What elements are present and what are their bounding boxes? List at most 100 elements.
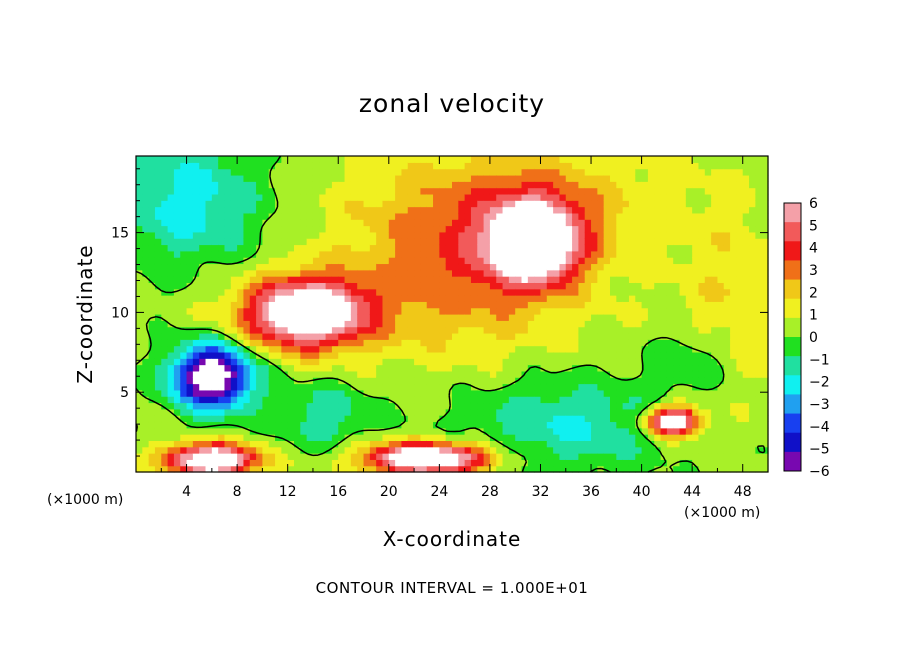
field-cell: [565, 156, 573, 163]
field-cell: [553, 358, 561, 366]
field-cell: [350, 181, 358, 189]
field-cell: [312, 263, 320, 271]
field-cell: [483, 465, 491, 473]
field-cell: [610, 440, 617, 448]
field-cell: [565, 295, 573, 302]
field-cell: [388, 162, 396, 170]
field-cell: [395, 193, 403, 201]
field-cell: [496, 212, 504, 220]
field-cell: [433, 383, 440, 391]
field-cell: [458, 263, 466, 271]
field-cell: [426, 446, 434, 454]
field-cell: [148, 377, 156, 385]
field-cell: [749, 269, 756, 277]
field-cell: [679, 269, 687, 277]
field-cell: [401, 345, 409, 353]
field-cell: [540, 320, 548, 328]
field-cell: [357, 282, 365, 290]
field-cell: [382, 421, 390, 429]
field-cell: [148, 345, 156, 353]
field-cell: [420, 174, 428, 182]
field-cell: [553, 434, 561, 441]
field-cell: [534, 453, 542, 460]
field-cell: [205, 459, 213, 467]
field-cell: [584, 282, 592, 290]
field-cell: [319, 453, 327, 460]
field-cell: [628, 231, 636, 239]
field-cell: [730, 339, 737, 347]
field-cell: [704, 212, 712, 220]
field-cell: [180, 421, 188, 429]
field-cell: [711, 446, 719, 454]
field-cell: [161, 326, 169, 334]
field-cell: [256, 276, 263, 283]
field-cell: [256, 332, 263, 340]
field-cell: [578, 332, 586, 340]
field-cell: [192, 351, 200, 359]
field-cell: [426, 212, 434, 220]
field-cell: [199, 364, 207, 372]
field-cell: [616, 301, 624, 309]
field-cell: [256, 459, 263, 467]
field-cell: [148, 231, 156, 239]
field-cell: [237, 440, 245, 448]
field-cell: [559, 326, 567, 334]
field-cell: [420, 282, 428, 290]
field-cell: [496, 225, 504, 233]
field-cell: [192, 396, 200, 404]
field-cell: [420, 440, 428, 448]
field-cell: [186, 276, 194, 283]
field-cell: [578, 174, 586, 182]
field-cell: [679, 370, 687, 378]
field-cell: [325, 174, 333, 182]
field-cell: [357, 162, 365, 170]
field-cell: [161, 206, 169, 214]
field-cell: [262, 307, 270, 315]
field-cell: [275, 238, 282, 246]
field-cell: [761, 276, 769, 283]
field-cell: [161, 345, 169, 353]
field-cell: [660, 320, 668, 328]
field-cell: [483, 383, 491, 391]
field-cell: [496, 396, 504, 404]
field-cell: [319, 370, 327, 378]
field-cell: [723, 351, 731, 359]
field-cell: [578, 351, 586, 359]
field-cell: [420, 326, 428, 334]
field-cell: [401, 314, 409, 321]
field-cell: [136, 295, 143, 302]
field-cell: [445, 257, 453, 265]
field-cell: [281, 402, 289, 410]
field-cell: [565, 364, 573, 372]
field-cell: [192, 307, 200, 315]
field-cell: [312, 421, 320, 429]
field-cell: [344, 225, 352, 233]
field-cell: [199, 402, 207, 410]
field-cell: [262, 370, 270, 378]
field-cell: [610, 231, 617, 239]
field-cell: [268, 345, 276, 353]
field-cell: [616, 446, 624, 454]
field-cell: [685, 427, 693, 435]
field-cell: [325, 181, 333, 189]
field-cell: [287, 174, 295, 182]
field-cell: [439, 238, 447, 246]
field-cell: [186, 364, 194, 372]
field-cell: [654, 276, 662, 283]
field-cell: [268, 193, 276, 201]
field-cell: [540, 446, 548, 454]
field-cell: [470, 408, 478, 416]
field-cell: [464, 295, 472, 302]
field-cell: [515, 314, 523, 321]
field-cell: [502, 421, 510, 429]
field-cell: [692, 269, 700, 277]
field-cell: [534, 446, 542, 454]
field-cell: [515, 345, 523, 353]
field-cell: [331, 465, 339, 473]
field-cell: [616, 408, 624, 416]
field-cell: [173, 421, 181, 429]
field-cell: [761, 358, 769, 366]
field-cell: [742, 453, 750, 460]
field-cell: [395, 408, 403, 416]
